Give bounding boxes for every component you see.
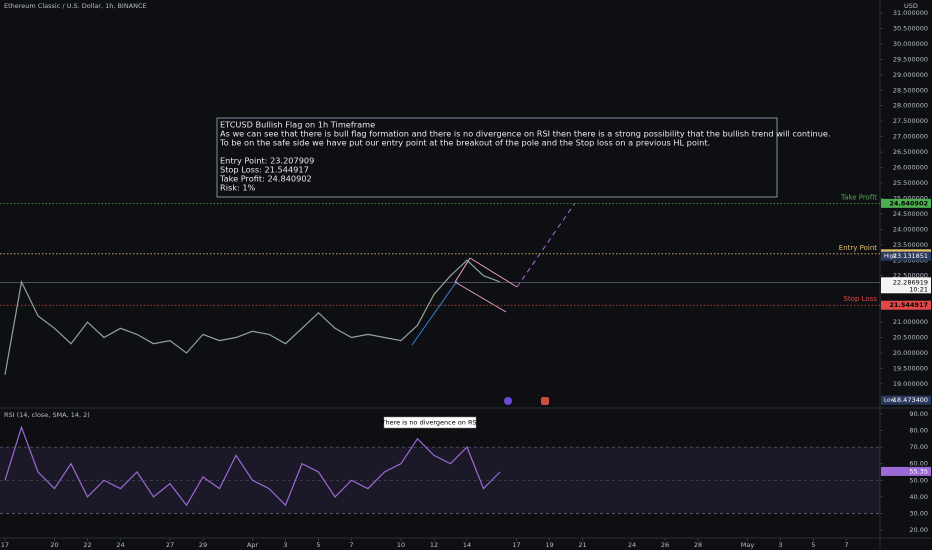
x-tick-label: 7 xyxy=(349,541,353,549)
note-line: As we can see that there is bull flag fo… xyxy=(220,129,831,139)
y-tick-label: 30.00 xyxy=(909,509,928,517)
note-line: Entry Point: 23.207909 xyxy=(220,156,314,166)
x-tick-label: 5 xyxy=(811,541,815,549)
y-tick-label: 20.500000 xyxy=(893,334,928,342)
series-line xyxy=(4,425,501,507)
rsi-tag xyxy=(881,466,931,476)
y-tick-label: 26.000000 xyxy=(893,164,928,172)
level-name: Stop Loss xyxy=(844,295,878,303)
icon[interactable] xyxy=(541,397,549,405)
x-tick-label: 3 xyxy=(778,541,782,549)
x-tick-label: 17 xyxy=(1,541,9,549)
note-title: ETCUSD Bullish Flag on 1h Timeframe xyxy=(220,120,375,130)
currency: USD xyxy=(904,2,918,10)
projection xyxy=(516,202,576,288)
x-tick-label: 20 xyxy=(50,541,58,549)
y-tick-label: 25.000000 xyxy=(893,194,928,202)
y-tick-label: 28.000000 xyxy=(893,102,928,110)
x-tick-label: 27 xyxy=(166,541,174,549)
y-tick-label: 23.500000 xyxy=(893,241,928,249)
y-tick-label: 50.00 xyxy=(909,476,928,484)
x-tick-label: 28 xyxy=(694,541,702,549)
level-tag-label: 24.840902 xyxy=(889,199,928,207)
price-tag xyxy=(881,395,931,405)
x-tick-label: 7 xyxy=(844,541,848,549)
x-tick-label: 22 xyxy=(83,541,91,549)
x-tick-label: 17 xyxy=(512,541,520,549)
y-tick-label: 80.00 xyxy=(909,427,928,435)
price-tag-name: High xyxy=(884,254,897,260)
y-tick-label: 29.000000 xyxy=(893,71,928,79)
symbol-title: Ethereum Classic / U.S. Dollar, 1h, BINA… xyxy=(4,2,147,10)
pane-title: RSI (14, close, SMA, 14, 2) xyxy=(4,411,90,419)
x-tick-label: 14 xyxy=(463,541,471,549)
x-tick-label: 19 xyxy=(545,541,553,549)
level-tag-label: 21.544917 xyxy=(889,301,928,309)
note-line: Stop Loss: 21.544917 xyxy=(220,165,309,175)
y-tick-label: 31.000000 xyxy=(893,9,928,17)
x-tick-label: 3 xyxy=(283,541,287,549)
y-tick-label: 90.00 xyxy=(909,410,928,418)
note-line: To be on the safe side we have put our e… xyxy=(219,138,710,148)
price-tag-name: Low xyxy=(884,398,895,404)
level-tag xyxy=(881,300,931,310)
y-tick-label: 20.00 xyxy=(909,526,928,534)
x-tick-label: May xyxy=(741,541,755,549)
note: ETCUSD Bullish Flag on 1h Timeframe As w… xyxy=(219,120,831,193)
x-tick-label: 12 xyxy=(430,541,438,549)
price-tag xyxy=(881,251,931,261)
y-tick-label: 30.000000 xyxy=(893,40,928,48)
x-tick-label: 24 xyxy=(628,541,636,549)
y-tick-label: 70.00 xyxy=(909,443,928,451)
x-tick-label: Apr xyxy=(247,541,259,549)
x-tick-label: 26 xyxy=(661,541,669,549)
y-tick-label: 28.500000 xyxy=(893,86,928,94)
price-tag-label: 23.131851 xyxy=(893,252,928,260)
y-tick-label: 29.500000 xyxy=(893,55,928,63)
note-line: Take Profit: 24.840902 xyxy=(219,174,312,184)
last-price-tag xyxy=(881,277,931,294)
y-tick-label: 24.500000 xyxy=(893,210,928,218)
y-tick-label: 27.500000 xyxy=(893,117,928,125)
y-tick-label: 26.500000 xyxy=(893,148,928,156)
note-line: Risk: 1% xyxy=(220,183,256,193)
level-name: Entry Point xyxy=(839,244,877,252)
annotation-box xyxy=(383,416,477,429)
x-tick-label: 24 xyxy=(116,541,124,549)
x-tick-label: 29 xyxy=(199,541,207,549)
y-tick-label: 20.000000 xyxy=(893,349,928,357)
y-tick-label: 19.000000 xyxy=(893,380,928,388)
level-tag xyxy=(881,198,931,208)
y-tick-label: 40.00 xyxy=(909,493,928,501)
series-line xyxy=(4,259,501,375)
flag-lower xyxy=(454,281,507,313)
level-name: Take Profit xyxy=(840,193,877,201)
note-box xyxy=(216,117,778,198)
y-tick-label: 19.500000 xyxy=(893,364,928,372)
y-tick-label: 30.500000 xyxy=(893,24,928,32)
last-price-label: 22.286919 xyxy=(893,278,928,286)
rsi-tag-label: 55.35 xyxy=(909,467,928,475)
annotation: There is no divergence on RSI xyxy=(380,419,478,427)
countdown: 10:21 xyxy=(909,285,928,293)
y-tick-label: 24.000000 xyxy=(893,225,928,233)
y-tick-label: 27.000000 xyxy=(893,133,928,141)
x-tick-label: 10 xyxy=(397,541,405,549)
y-tick-label: 21.000000 xyxy=(893,318,928,326)
y-tick-label: 22.500000 xyxy=(893,272,928,280)
flag-pole-top xyxy=(454,257,471,283)
y-tick-label: 60.00 xyxy=(909,460,928,468)
x-tick-label: 5 xyxy=(316,541,320,549)
flag-pole xyxy=(411,280,458,346)
x-tick-label: 21 xyxy=(578,541,586,549)
y-tick-label: 25.500000 xyxy=(893,179,928,187)
icon[interactable] xyxy=(504,397,512,405)
price-tag-label: 18.473400 xyxy=(893,396,928,404)
